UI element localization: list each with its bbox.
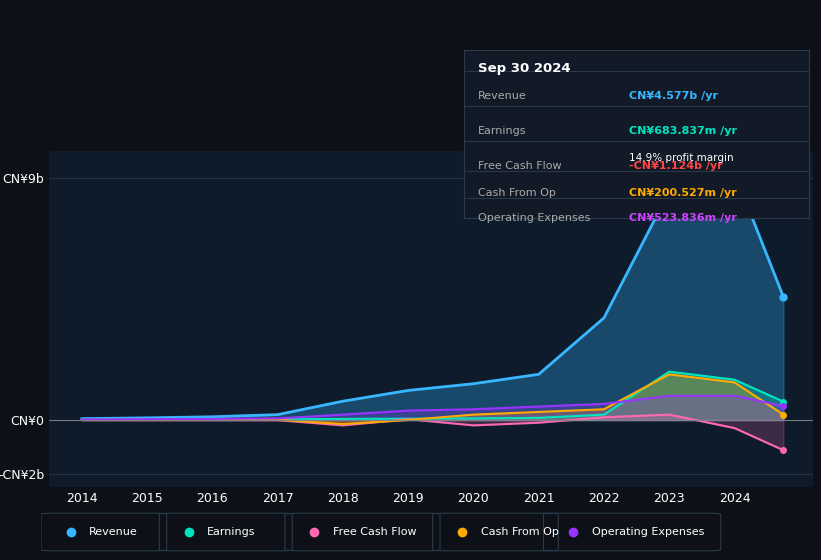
Text: Free Cash Flow: Free Cash Flow bbox=[478, 161, 562, 171]
Text: Cash From Op: Cash From Op bbox=[478, 188, 556, 198]
Text: Earnings: Earnings bbox=[478, 126, 526, 136]
Text: Cash From Op: Cash From Op bbox=[481, 527, 558, 537]
Text: Revenue: Revenue bbox=[478, 91, 526, 101]
Text: 14.9% profit margin: 14.9% profit margin bbox=[630, 153, 734, 163]
Text: CN¥523.836m /yr: CN¥523.836m /yr bbox=[630, 213, 737, 223]
Text: Sep 30 2024: Sep 30 2024 bbox=[478, 62, 571, 75]
Text: Operating Expenses: Operating Expenses bbox=[478, 213, 590, 223]
Text: Revenue: Revenue bbox=[89, 527, 138, 537]
Text: Operating Expenses: Operating Expenses bbox=[591, 527, 704, 537]
Text: CN¥4.577b /yr: CN¥4.577b /yr bbox=[630, 91, 718, 101]
Text: CN¥683.837m /yr: CN¥683.837m /yr bbox=[630, 126, 737, 136]
Text: Earnings: Earnings bbox=[207, 527, 256, 537]
Text: CN¥200.527m /yr: CN¥200.527m /yr bbox=[630, 188, 737, 198]
Text: Free Cash Flow: Free Cash Flow bbox=[333, 527, 416, 537]
Text: -CN¥1.124b /yr: -CN¥1.124b /yr bbox=[630, 161, 723, 171]
